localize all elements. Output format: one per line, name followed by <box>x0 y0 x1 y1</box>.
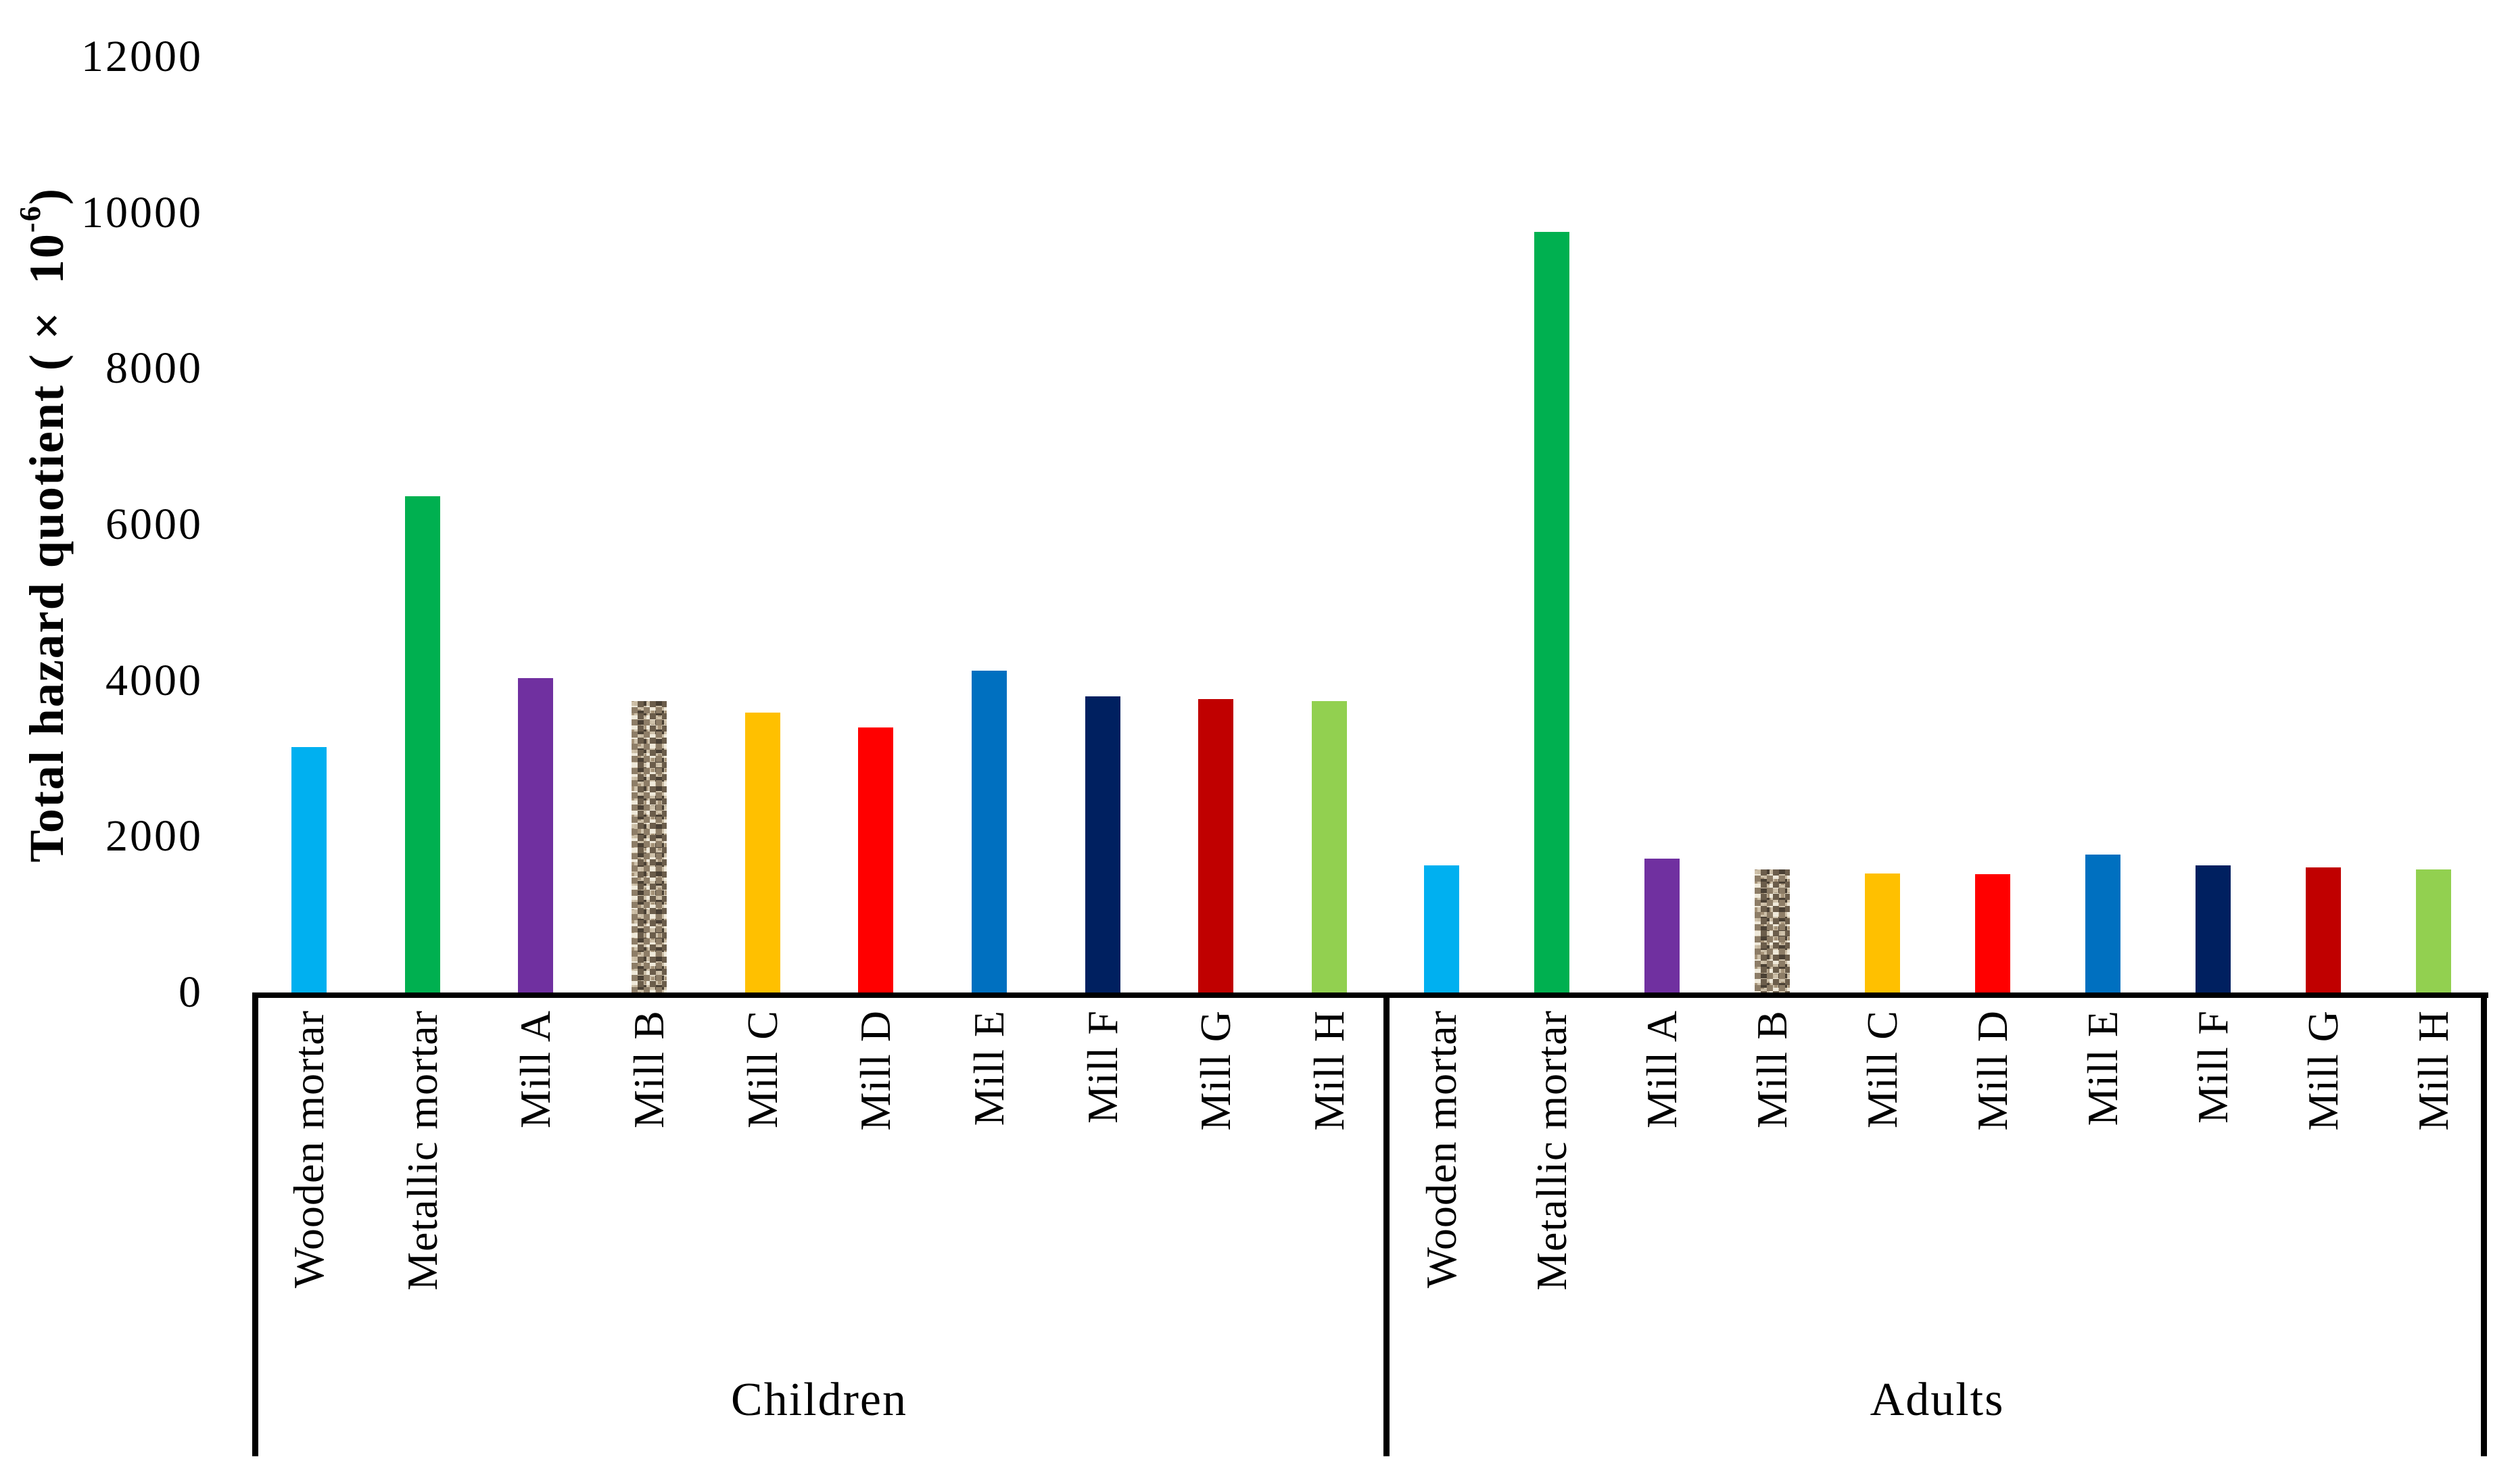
category-label-adults-mill-b: Mill B <box>1747 1010 1796 1128</box>
bar-adults-mill-a <box>1644 859 1680 992</box>
group-label-children: Children <box>731 1374 907 1426</box>
y-tick-label-6000: 6000 <box>105 500 203 549</box>
bar-children-mill-a <box>518 678 554 992</box>
group-label-row: Children Adults <box>252 1371 2488 1429</box>
y-tick-label-8000: 8000 <box>105 343 203 393</box>
category-label-slot: Wooden mortar <box>285 1010 333 1389</box>
category-label-children-mill-c: Mill C <box>738 1010 786 1128</box>
category-label-slot: Metallic mortar <box>398 1010 446 1389</box>
bar-children-mill-h <box>1312 701 1348 992</box>
category-label-children-mill-f: Mill F <box>1078 1010 1126 1124</box>
bar-children-metallic-mortar <box>404 496 440 992</box>
category-label-slot: Metallic mortar <box>1527 1010 1575 1389</box>
category-label-slot: Mill A <box>511 1010 559 1389</box>
category-label-slot: Mill B <box>625 1010 673 1389</box>
category-label-adults-wooden-mortar: Wooden mortar <box>1417 1010 1465 1289</box>
category-label-adults-mill-e: Mill E <box>2078 1010 2127 1126</box>
y-tick-label-0: 0 <box>179 967 203 1017</box>
bar-group-children <box>252 57 1386 992</box>
category-label-adults-mill-a: Mill A <box>1637 1010 1686 1128</box>
category-label-slot: Mill F <box>2189 1010 2237 1389</box>
bar-adults-mill-c <box>1864 873 1900 992</box>
category-label-slot: Mill D <box>1968 1010 2016 1389</box>
category-labels-adults: Wooden mortar Metallic mortar Mill A Mill B… <box>1386 1010 2488 1389</box>
category-label-adults-mill-c: Mill C <box>1857 1010 1906 1128</box>
bar-children-mill-c <box>744 713 780 992</box>
category-label-slot: Mill F <box>1078 1010 1126 1389</box>
category-label-row: Wooden mortar Metallic mortar Mill A Mill B… <box>252 1010 2488 1389</box>
category-label-adults-mill-h: Mill H <box>2409 1010 2457 1131</box>
y-tick-label-10000: 10000 <box>81 188 203 237</box>
category-divider-right <box>2481 998 2487 1456</box>
bar-children-wooden-mortar <box>291 747 327 992</box>
category-label-adults-metallic-mortar: Metallic mortar <box>1527 1010 1575 1291</box>
category-label-slot: Mill G <box>2299 1010 2347 1389</box>
category-label-children-mill-h: Mill H <box>1305 1010 1354 1131</box>
category-label-children-mill-a: Mill A <box>511 1010 560 1128</box>
category-label-slot: Mill C <box>1858 1010 1906 1389</box>
category-label-slot: Mill H <box>1305 1010 1353 1389</box>
category-label-slot: Mill H <box>2409 1010 2457 1389</box>
group-label-adults: Adults <box>1870 1374 2005 1426</box>
y-tick-label-4000: 4000 <box>105 656 203 705</box>
category-label-children-mill-e: Mill E <box>964 1010 1013 1126</box>
category-label-children-wooden-mortar: Wooden mortar <box>284 1010 333 1289</box>
category-label-children-mill-b: Mill B <box>624 1010 673 1128</box>
bar-adults-mill-g <box>2305 867 2341 992</box>
bar-adults-mill-h <box>2415 869 2451 992</box>
category-divider-middle <box>1383 998 1390 1456</box>
bar-group-adults <box>1386 57 2488 992</box>
bar-adults-wooden-mortar <box>1423 865 1459 992</box>
category-label-adults-mill-g: Mill G <box>2298 1010 2347 1131</box>
bar-children-mill-e <box>971 671 1007 992</box>
bar-adults-mill-b <box>1754 869 1790 992</box>
bar-adults-mill-d <box>1974 874 2010 992</box>
bar-adults-mill-f <box>2195 865 2231 992</box>
bar-adults-metallic-mortar <box>1534 232 1569 992</box>
x-axis-line <box>252 992 2488 998</box>
category-label-slot: Mill A <box>1638 1010 1686 1389</box>
category-label-slot: Wooden mortar <box>1417 1010 1465 1389</box>
bar-children-mill-f <box>1085 696 1120 992</box>
category-label-adults-mill-d: Mill D <box>1968 1010 2016 1131</box>
category-divider-left <box>252 992 258 1456</box>
plot-area <box>252 57 2488 992</box>
y-tick-label-2000: 2000 <box>105 811 203 861</box>
category-label-slot: Mill C <box>738 1010 786 1389</box>
category-label-children-mill-d: Mill D <box>851 1010 900 1131</box>
y-tick-label-12000: 12000 <box>81 32 203 81</box>
bar-children-mill-d <box>858 727 894 992</box>
category-label-children-metallic-mortar: Metallic mortar <box>398 1010 446 1291</box>
category-label-slot: Mill B <box>1748 1010 1796 1389</box>
category-label-slot: Mill G <box>1191 1010 1239 1389</box>
category-labels-children: Wooden mortar Metallic mortar Mill A Mill B… <box>252 1010 1386 1389</box>
category-label-slot: Mill E <box>2079 1010 2127 1389</box>
category-label-slot: Mill E <box>965 1010 1013 1389</box>
bar-adults-mill-e <box>2085 855 2120 992</box>
bar-children-mill-b <box>631 701 667 992</box>
category-label-children-mill-g: Mill G <box>1191 1010 1240 1131</box>
category-label-adults-mill-f: Mill F <box>2188 1010 2237 1124</box>
category-label-slot: Mill D <box>851 1010 899 1389</box>
bar-children-mill-g <box>1198 699 1234 992</box>
